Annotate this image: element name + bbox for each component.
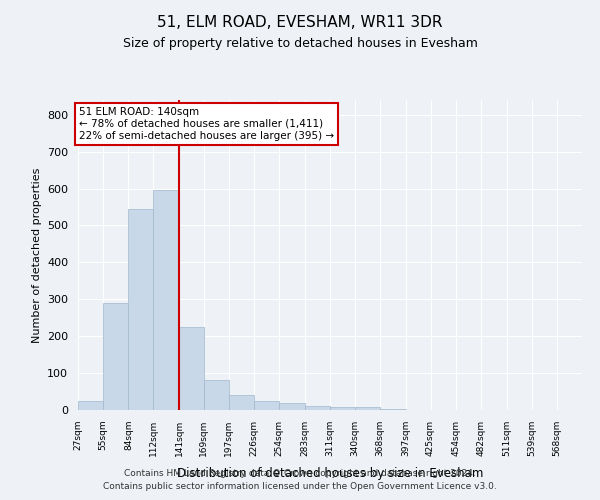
Text: Contains public sector information licensed under the Open Government Licence v3: Contains public sector information licen…: [103, 482, 497, 491]
Text: 51 ELM ROAD: 140sqm
← 78% of detached houses are smaller (1,411)
22% of semi-det: 51 ELM ROAD: 140sqm ← 78% of detached ho…: [79, 108, 334, 140]
Bar: [128, 209, 153, 410]
Bar: [103, 303, 128, 410]
Text: 51, ELM ROAD, EVESHAM, WR11 3DR: 51, ELM ROAD, EVESHAM, WR11 3DR: [157, 15, 443, 30]
Bar: [329, 408, 355, 410]
Bar: [179, 327, 204, 410]
Bar: [153, 190, 179, 410]
Text: Contains HM Land Registry data © Crown copyright and database right 2024.: Contains HM Land Registry data © Crown c…: [124, 468, 476, 477]
Bar: [279, 402, 305, 410]
Text: Size of property relative to detached houses in Evesham: Size of property relative to detached ho…: [122, 38, 478, 51]
Bar: [78, 401, 103, 410]
Y-axis label: Number of detached properties: Number of detached properties: [32, 168, 41, 342]
Bar: [355, 408, 380, 410]
Bar: [305, 406, 329, 410]
Bar: [229, 395, 254, 410]
Bar: [254, 401, 279, 410]
X-axis label: Distribution of detached houses by size in Evesham: Distribution of detached houses by size …: [177, 467, 483, 480]
Bar: [204, 380, 229, 410]
